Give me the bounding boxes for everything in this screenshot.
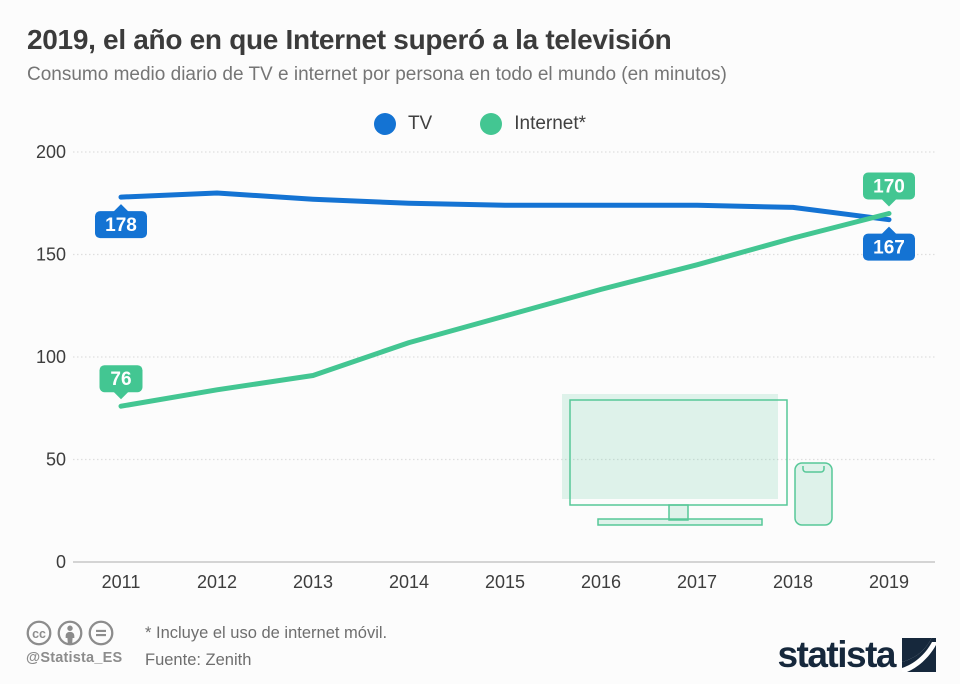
x-axis-tick-label: 2015 [485,572,525,592]
internet-line [118,211,892,409]
svg-text:170: 170 [873,177,905,198]
x-axis-tick-label: 2013 [293,572,333,592]
tv-legend-label: TV [407,113,433,134]
x-axis-tick-label: 2016 [581,572,621,592]
footnotes: * Incluye el uso de internet móvil. Fuen… [145,620,387,674]
internet-value-bubble: 170 [863,172,915,207]
internet-legend-dot-icon [480,113,503,135]
chart-subtitle: Consumo medio diario de TV e internet po… [27,64,727,85]
x-axis-tick-label: 2017 [677,572,717,592]
statista-logo-icon [902,638,936,672]
y-axis-tick-label: 50 [46,450,66,470]
attribution-icon[interactable] [57,620,83,646]
license-block: cc @Statista_ES [26,620,138,666]
cc-icon[interactable]: cc [26,620,52,646]
svg-text:cc: cc [32,627,46,641]
header: 2019, el año en que Internet superó a la… [27,24,937,86]
footnote: * Incluye el uso de internet móvil. [145,624,388,642]
statista-logo[interactable]: statista [777,634,936,675]
legend-item-internet: Internet* [480,113,586,135]
twitter-handle[interactable]: @Statista_ES [26,650,123,666]
tv-value-bubble: 167 [863,226,915,261]
y-axis-tick-label: 200 [36,142,66,162]
tv-value-bubble: 178 [95,204,147,239]
source: Fuente: Zenith [145,651,252,669]
svg-text:178: 178 [105,215,137,236]
legend-item-tv: TV [373,113,433,135]
x-axis-tick-label: 2019 [869,572,909,592]
y-axis-tick-label: 0 [56,552,66,572]
x-axis-tick-label: 2011 [102,572,141,592]
x-axis-tick-label: 2018 [773,572,813,592]
y-axis-tick-label: 100 [36,347,66,367]
smartphone-illustration [794,462,833,526]
smartphone-notch [802,466,825,473]
tv-screen-fill [562,394,778,499]
tv-stand-neck [668,504,689,521]
svg-text:76: 76 [110,369,131,390]
internet-value-bubble: 76 [99,365,143,400]
svg-text:167: 167 [873,238,905,259]
tv-line [118,190,892,223]
license-icons: cc [26,620,138,646]
tv-stand-base [597,518,763,526]
y-axis-tick-label: 150 [36,245,66,265]
legend: TV Internet* [0,113,960,135]
statista-wordmark: statista [777,634,896,675]
tv-legend-dot-icon [373,113,396,135]
equal-icon[interactable] [88,620,114,646]
chart-title: 2019, el año en que Internet superó a la… [27,24,672,55]
x-axis-tick-label: 2012 [197,572,237,592]
internet-legend-label: Internet* [514,113,587,134]
x-axis-tick-label: 2014 [389,572,429,592]
